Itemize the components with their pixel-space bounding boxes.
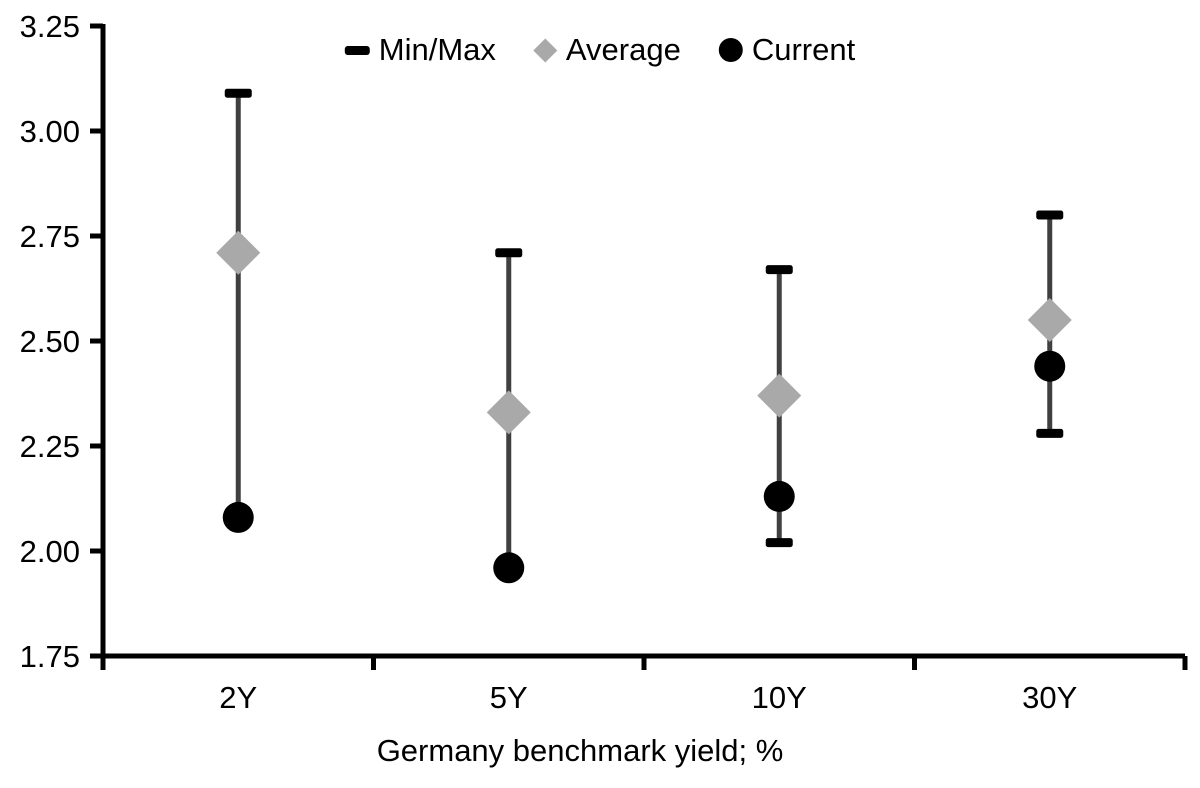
- current-marker-30Y: [1034, 350, 1066, 382]
- max-cap-10Y: [765, 265, 793, 275]
- max-cap-5Y: [495, 248, 523, 258]
- max-cap-30Y: [1036, 210, 1064, 220]
- y-tick-label: 2.75: [20, 219, 80, 254]
- average-marker-5Y: [486, 390, 531, 435]
- legend: Min/Max Average Current: [344, 32, 856, 67]
- category-label-5Y: 5Y: [490, 680, 528, 715]
- y-tick-label: 2.50: [20, 324, 80, 359]
- legend-label-minmax: Min/Max: [378, 32, 496, 67]
- category-label-30Y: 30Y: [1022, 680, 1077, 715]
- x-axis-title: Germany benchmark yield; %: [376, 733, 784, 768]
- y-tick-label: 3.25: [20, 9, 80, 44]
- legend-item-average: Average: [533, 32, 681, 67]
- legend-item-current: Current: [718, 32, 856, 67]
- minmax-dash-icon: [344, 45, 370, 55]
- category-label-2Y: 2Y: [219, 680, 257, 715]
- average-marker-30Y: [1027, 298, 1072, 342]
- y-tick-label: 3.00: [20, 114, 80, 149]
- legend-label-average: Average: [565, 32, 681, 67]
- legend-item-minmax: Min/Max: [344, 32, 496, 67]
- current-marker-5Y: [493, 552, 525, 584]
- min-cap-30Y: [1036, 428, 1064, 438]
- current-circle-icon: [718, 38, 743, 62]
- current-marker-10Y: [763, 480, 795, 512]
- average-diamond-icon: [533, 37, 558, 63]
- average-marker-2Y: [216, 230, 261, 275]
- max-cap-2Y: [224, 88, 252, 98]
- current-marker-2Y: [222, 501, 254, 533]
- average-marker-10Y: [757, 373, 802, 418]
- y-tick-label: 2.25: [20, 429, 80, 464]
- y-tick-label: 2.00: [20, 534, 80, 569]
- y-tick-label: 1.75: [20, 639, 80, 674]
- category-label-10Y: 10Y: [752, 680, 807, 715]
- min-cap-10Y: [765, 538, 793, 548]
- legend-label-current: Current: [751, 32, 856, 67]
